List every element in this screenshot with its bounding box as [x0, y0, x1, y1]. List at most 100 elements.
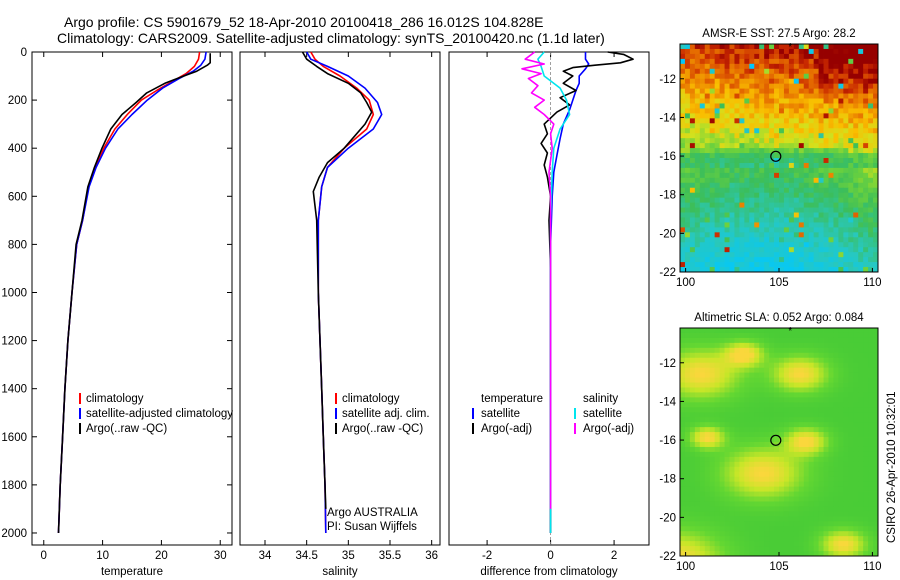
heatmap-cell — [838, 402, 844, 408]
heatmap-cell — [724, 133, 730, 139]
heatmap-cell — [848, 451, 854, 458]
heatmap-cell — [873, 496, 879, 502]
heatmap-cell — [808, 197, 815, 204]
heatmap-cell — [694, 456, 701, 463]
heatmap-cell — [863, 451, 869, 458]
heatmap-cell — [813, 352, 819, 359]
heatmap-cell — [774, 496, 780, 502]
heatmap-cell — [734, 88, 740, 94]
heatmap-cell — [764, 177, 770, 184]
heatmap-cell — [724, 217, 730, 223]
heatmap-cell — [689, 387, 696, 393]
heatmap-cell — [709, 267, 716, 273]
heatmap-cell — [764, 123, 770, 129]
heatmap-cell — [788, 456, 795, 463]
heatmap-cell — [774, 437, 780, 443]
heatmap-cell — [873, 108, 879, 114]
heatmap-cell — [793, 432, 800, 438]
heatmap-cell — [724, 197, 730, 204]
heatmap-cell — [838, 237, 844, 243]
heatmap-cell — [808, 442, 815, 448]
heatmap-cell — [699, 511, 706, 517]
heatmap-cell — [759, 526, 765, 532]
heatmap-cell — [754, 332, 760, 339]
heatmap-cell — [764, 44, 770, 50]
heatmap-cell — [774, 446, 780, 453]
heatmap-cell — [783, 58, 790, 65]
heatmap-cell — [833, 128, 839, 134]
heatmap-cell — [813, 143, 819, 149]
heatmap-cell — [813, 476, 819, 483]
heatmap-cell — [739, 48, 745, 55]
heatmap-cell — [823, 332, 829, 339]
heatmap-cell — [793, 252, 800, 258]
heatmap-cell — [813, 227, 819, 233]
heatmap-cell — [798, 257, 805, 263]
heatmap-cell — [684, 417, 691, 423]
heatmap-cell — [774, 88, 780, 94]
heatmap-cell — [803, 197, 810, 204]
heatmap-cell — [759, 88, 765, 94]
heatmap-cell — [808, 172, 815, 179]
heatmap-cell — [680, 337, 686, 344]
heatmap-cell — [749, 332, 755, 339]
heatmap-cell — [853, 158, 859, 164]
heatmap-cell — [843, 377, 849, 383]
heatmap-cell — [863, 167, 869, 174]
heatmap-cell — [754, 382, 760, 388]
x-tick-label: 0 — [547, 550, 553, 562]
heatmap-cell — [833, 551, 839, 557]
heatmap-cell — [680, 58, 686, 65]
heatmap-cell — [838, 232, 844, 238]
heatmap-cell — [779, 103, 785, 109]
heatmap-cell — [818, 402, 824, 408]
heatmap-cell — [714, 387, 720, 393]
heatmap-cell — [769, 337, 775, 344]
heatmap-cell — [873, 197, 879, 204]
heatmap-cell — [769, 328, 775, 334]
heatmap-cell — [838, 53, 844, 60]
heatmap-cell — [783, 382, 790, 388]
heatmap-cell — [709, 217, 716, 223]
heatmap-cell — [798, 88, 805, 94]
heatmap-cell — [744, 202, 750, 208]
heatmap-cell — [868, 367, 874, 374]
heatmap-cell — [838, 546, 844, 552]
heatmap-cell — [724, 167, 730, 174]
heatmap-cell — [783, 167, 790, 174]
heatmap-cell — [689, 58, 696, 65]
heatmap-cell — [694, 83, 701, 90]
heatmap-cell — [843, 456, 849, 463]
heatmap-cell — [734, 108, 740, 114]
heatmap-cell — [699, 98, 706, 104]
heatmap-cell — [774, 257, 780, 263]
heatmap-cell — [709, 446, 716, 453]
heatmap-cell — [684, 516, 691, 522]
heatmap-cell — [808, 237, 815, 243]
heatmap-cell — [684, 451, 691, 458]
heatmap-cell — [818, 217, 824, 223]
heatmap-cell — [739, 377, 745, 383]
heatmap-cell — [833, 437, 839, 443]
heatmap-cell — [724, 187, 730, 194]
heatmap-cell — [808, 247, 815, 253]
heatmap-cell — [813, 68, 819, 75]
heatmap-cell — [873, 267, 879, 273]
heatmap-cell — [714, 212, 720, 218]
heatmap-cell — [724, 481, 730, 488]
heatmap-cell — [689, 53, 696, 60]
heatmap-cell — [808, 83, 815, 90]
heatmap-cell — [684, 347, 691, 354]
heatmap-cell — [779, 402, 785, 408]
heatmap-cell — [719, 123, 725, 129]
heatmap-cell — [704, 382, 711, 388]
heatmap-cell — [793, 257, 800, 263]
heatmap-cell — [833, 262, 839, 268]
heatmap-cell — [788, 516, 795, 522]
heatmap-cell — [798, 332, 805, 339]
heatmap-cell — [709, 44, 716, 50]
heatmap-cell — [828, 446, 834, 453]
heatmap-cell — [714, 471, 720, 478]
heatmap-cell — [793, 407, 800, 413]
heatmap-cell — [689, 207, 696, 213]
